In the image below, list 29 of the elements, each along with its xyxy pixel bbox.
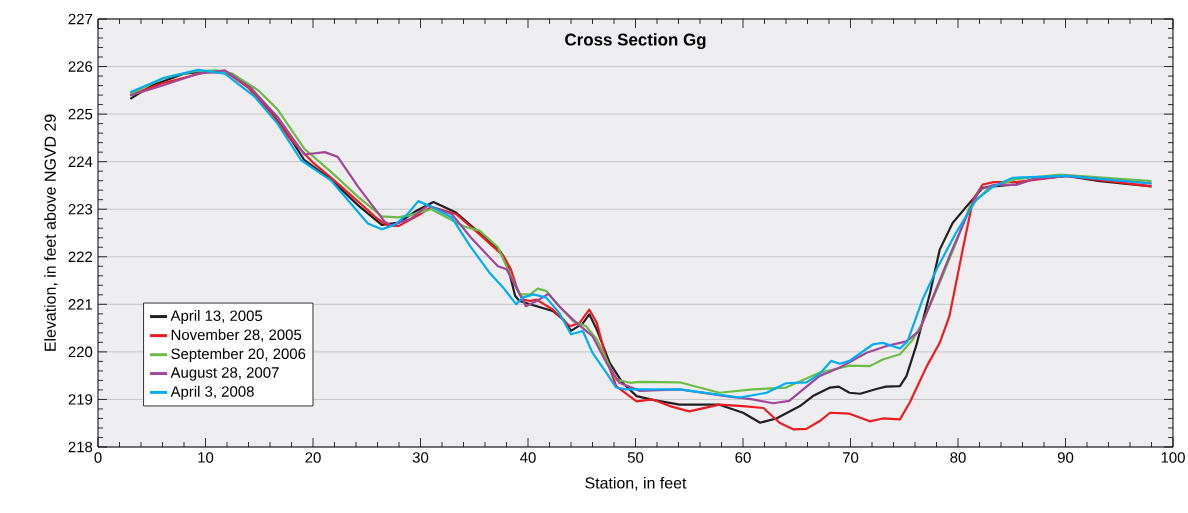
x-tick-label: 20 (305, 452, 321, 463)
y-tick-label: 224 (68, 156, 93, 167)
x-axis-title: Station, in feet (585, 476, 687, 491)
x-tick-label: 90 (1057, 452, 1074, 463)
legend-label: August 28, 2007 (170, 367, 279, 381)
x-tick-label: 60 (735, 452, 751, 463)
x-tick-label: 10 (198, 452, 214, 463)
y-tick-label: 220 (68, 346, 93, 358)
legend-label: November 28, 2005 (171, 329, 302, 342)
x-tick-label: 70 (842, 452, 859, 463)
legend-label: September 20, 2006 (171, 348, 306, 363)
y-tick-label: 218 (68, 441, 93, 453)
legend-label: April 13, 2005 (170, 310, 263, 324)
y-tick-label: 223 (68, 203, 93, 215)
y-tick-label: 225 (68, 108, 93, 120)
y-tick-label: 221 (68, 299, 93, 310)
y-tick-label: 219 (68, 394, 93, 405)
x-tick-label: 30 (412, 452, 429, 463)
legend-label: April 3, 2008 (170, 385, 254, 400)
y-tick-label: 227 (68, 13, 93, 25)
text: Cross Section Gg (565, 33, 706, 50)
x-tick-label: 0 (94, 452, 102, 463)
x-tick-label: 100 (1161, 452, 1185, 463)
x-tick-label: 80 (950, 452, 966, 463)
y-axis-title: Elevation, in feet above NGVD 29 (44, 114, 58, 351)
y-tick-label: 226 (68, 61, 93, 72)
y-tick-label: 222 (68, 251, 93, 262)
x-tick-label: 40 (520, 452, 536, 463)
x-tick-label: 50 (627, 452, 644, 463)
